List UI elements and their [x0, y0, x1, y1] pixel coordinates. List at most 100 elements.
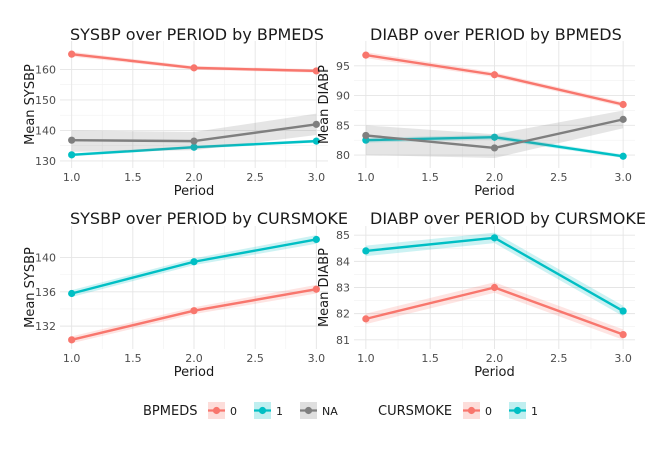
panel-title: SYSBP over PERIOD by BPMEDS	[70, 25, 324, 44]
legend-key-point	[258, 406, 267, 415]
legend-key	[463, 402, 480, 419]
series-1	[68, 235, 320, 298]
x-tick-label: 2.5	[246, 171, 264, 184]
x-tick-label: 1.5	[421, 352, 439, 365]
data-point	[490, 234, 499, 242]
y-tick-label: 140	[35, 124, 56, 137]
data-point	[190, 64, 198, 72]
x-tick-label: 1.0	[357, 171, 375, 184]
y-tick-label: 83	[336, 282, 350, 295]
legend-key	[254, 402, 271, 419]
data-point	[490, 283, 499, 292]
data-point	[312, 137, 320, 145]
y-tick-label: 136	[35, 286, 56, 299]
legend-key	[208, 402, 225, 419]
data-point	[312, 235, 320, 244]
y-tick-label: 95	[336, 60, 350, 73]
series-0	[362, 282, 627, 340]
data-point	[490, 71, 499, 79]
data-point	[190, 137, 198, 145]
confidence-band	[71, 113, 317, 152]
x-tick-label: 2.5	[550, 352, 568, 365]
legend-key-point	[467, 406, 476, 415]
legend-bpmeds: BPMEDS 0 1 NA	[143, 402, 338, 419]
data-point	[490, 144, 499, 152]
legend-title: CURSMOKE	[378, 404, 452, 419]
legend-key	[509, 402, 526, 419]
y-axis-label: Mean DIABP	[317, 65, 332, 144]
legend-key-point	[513, 406, 522, 415]
x-tick-label: 2.0	[486, 171, 504, 184]
panel-title: DIABP over PERIOD by CURSMOKE	[370, 209, 646, 228]
series-NA	[68, 113, 320, 152]
confidence-band	[365, 110, 624, 159]
series-NA	[362, 110, 627, 159]
series-0	[68, 50, 320, 75]
data-point	[190, 307, 198, 315]
y-tick-label: 140	[35, 251, 56, 264]
x-tick-label: 2.5	[550, 171, 568, 184]
data-point	[68, 136, 76, 144]
data-point	[362, 315, 370, 323]
y-tick-label: 130	[35, 155, 56, 168]
x-tick-label: 3.0	[614, 171, 632, 184]
panel-2: DIABP over PERIOD by BPMEDS 1.0 1.5 2.0 2.5 3…	[317, 25, 635, 199]
y-tick-label: 160	[35, 63, 56, 76]
x-tick-label: 1.0	[63, 171, 81, 184]
legend-key	[300, 402, 317, 419]
panel-title: SYSBP over PERIOD by CURSMOKE	[70, 209, 348, 228]
legend-cursmoke: CURSMOKE 0 1	[378, 402, 538, 419]
x-tick-label: 1.5	[124, 171, 142, 184]
y-tick-label: 84	[336, 255, 350, 268]
legend-key-point	[212, 406, 221, 415]
data-point	[362, 247, 370, 255]
y-tick-label: 85	[336, 119, 350, 132]
data-point	[68, 151, 76, 159]
x-tick-label: 3.0	[308, 352, 326, 365]
y-tick-label: 82	[336, 308, 350, 321]
y-axis-label: Mean DIABP	[317, 248, 332, 327]
series-1	[362, 232, 627, 317]
data-point	[68, 289, 76, 298]
data-point	[312, 120, 320, 128]
data-point	[190, 143, 198, 151]
legend-label: NA	[322, 405, 338, 418]
y-tick-label: 132	[35, 320, 56, 333]
y-axis-label: Mean SYSBP	[23, 64, 38, 145]
legend-label: 1	[531, 405, 538, 418]
panel-4: DIABP over PERIOD by CURSMOKE 1.0 1.5 2.0 2.…	[317, 209, 646, 380]
panel-1: SYSBP over PERIOD by BPMEDS 1.0 1.5 2.0 2.5 3…	[23, 25, 328, 199]
data-point	[490, 133, 499, 141]
x-tick-label: 2.0	[486, 352, 504, 365]
y-tick-label: 150	[35, 94, 56, 107]
x-tick-label: 1.5	[421, 171, 439, 184]
x-axis-label: Period	[474, 365, 515, 380]
data-point	[68, 50, 76, 58]
legend-key-point	[304, 406, 313, 415]
x-tick-label: 1.0	[63, 352, 81, 365]
data-point	[312, 285, 320, 293]
confidence-band	[365, 282, 624, 340]
y-tick-label: 81	[336, 334, 350, 347]
series-0	[362, 51, 627, 109]
legend-title: BPMEDS	[143, 404, 197, 419]
legend-label: 0	[230, 405, 237, 418]
x-tick-label: 1.0	[357, 352, 375, 365]
series-0	[68, 284, 320, 344]
data-point	[619, 330, 627, 339]
x-tick-label: 3.0	[308, 171, 326, 184]
y-axis-label: Mean SYSBP	[23, 247, 38, 328]
x-tick-label: 2.5	[246, 352, 264, 365]
data-point	[362, 131, 370, 140]
panel-3: SYSBP over PERIOD by CURSMOKE 1.0 1.5 2.0 2.…	[23, 209, 348, 380]
y-tick-label: 85	[336, 229, 350, 242]
x-tick-label: 2.0	[185, 171, 203, 184]
x-axis-label: Period	[174, 365, 215, 380]
data-point	[190, 258, 198, 266]
panel-title: DIABP over PERIOD by BPMEDS	[370, 25, 622, 44]
data-point	[619, 152, 627, 160]
data-point	[68, 336, 76, 344]
data-point	[619, 115, 627, 123]
